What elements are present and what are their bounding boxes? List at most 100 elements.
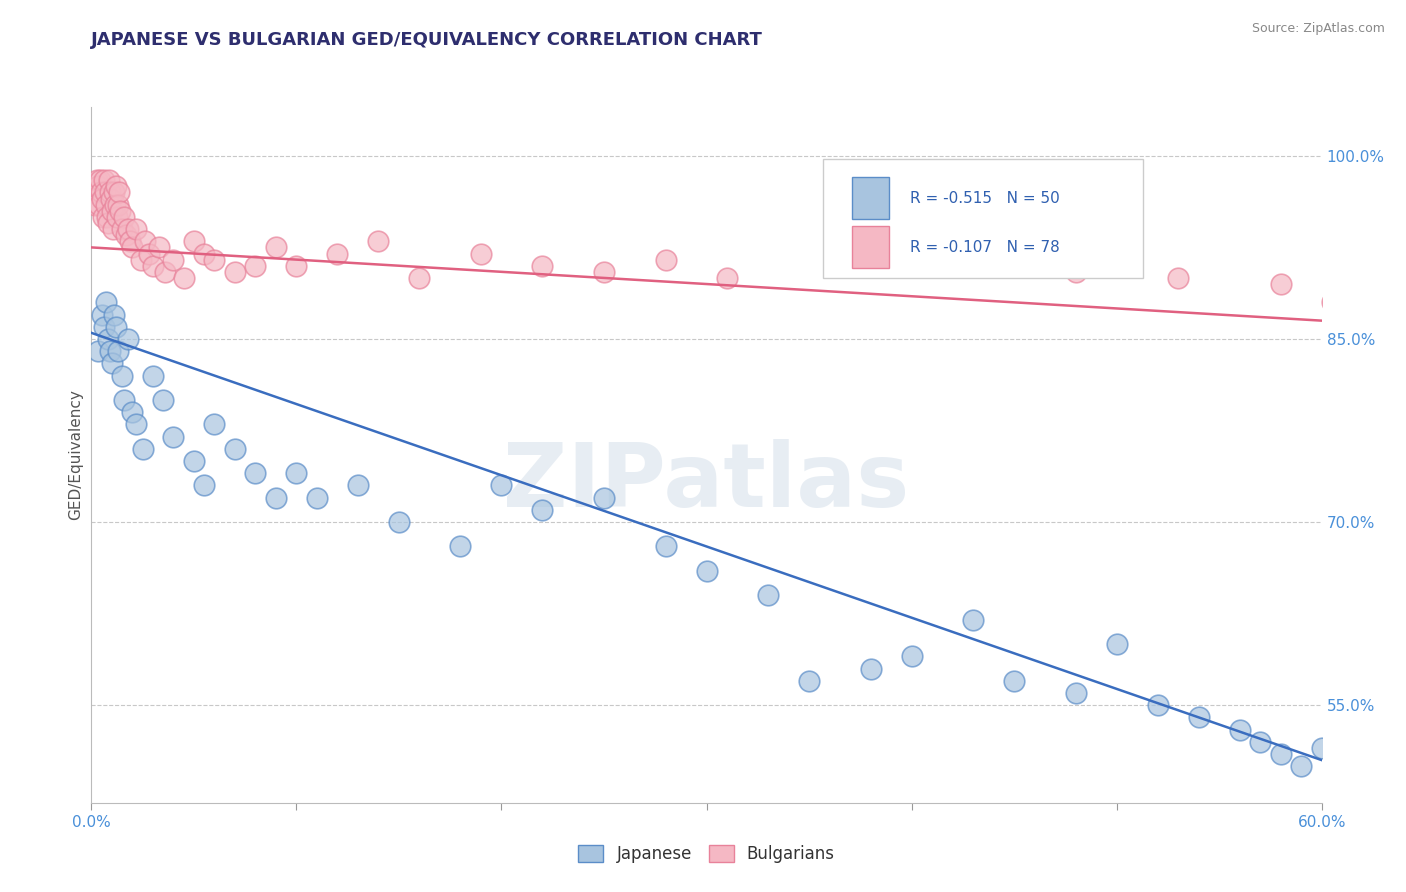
- Text: Source: ZipAtlas.com: Source: ZipAtlas.com: [1251, 22, 1385, 36]
- Point: [183, 235, 205, 249]
- Point: [148, 240, 170, 254]
- Point: [93, 173, 115, 187]
- Point: [98, 344, 121, 359]
- Point: [1270, 747, 1292, 761]
- Point: [695, 564, 717, 578]
- Point: [90, 308, 112, 322]
- Point: [125, 417, 148, 432]
- Point: [131, 442, 153, 456]
- Point: [93, 186, 115, 200]
- Point: [115, 228, 138, 243]
- Point: [162, 429, 184, 443]
- Point: [121, 240, 143, 254]
- Y-axis label: GED/Equivalency: GED/Equivalency: [67, 390, 83, 520]
- Point: [125, 222, 148, 236]
- Point: [593, 491, 616, 505]
- Text: R = -0.107   N = 78: R = -0.107 N = 78: [910, 240, 1059, 254]
- Point: [86, 179, 108, 194]
- Point: [142, 368, 165, 383]
- Text: R = -0.515   N = 50: R = -0.515 N = 50: [910, 191, 1059, 205]
- Point: [224, 442, 246, 456]
- Point: [103, 186, 125, 200]
- Point: [112, 392, 135, 407]
- Point: [105, 210, 128, 224]
- Point: [347, 478, 370, 492]
- Point: [173, 271, 195, 285]
- Point: [859, 246, 882, 260]
- Point: [98, 186, 121, 200]
- Point: [107, 344, 129, 359]
- Point: [84, 197, 107, 211]
- Point: [97, 332, 120, 346]
- Text: ZIPatlas: ZIPatlas: [503, 439, 910, 526]
- Point: [111, 368, 134, 383]
- Point: [117, 332, 139, 346]
- Point: [1064, 265, 1087, 279]
- Point: [193, 478, 215, 492]
- Point: [1167, 271, 1189, 285]
- Point: [89, 173, 111, 187]
- Point: [408, 271, 430, 285]
- Point: [797, 673, 820, 688]
- Point: [117, 222, 139, 236]
- Point: [224, 265, 246, 279]
- Point: [531, 503, 554, 517]
- Point: [1310, 740, 1333, 755]
- Point: [470, 246, 492, 260]
- Point: [449, 540, 471, 554]
- Point: [264, 491, 287, 505]
- Point: [90, 186, 112, 200]
- Point: [1064, 686, 1087, 700]
- Point: [101, 222, 124, 236]
- Legend: Japanese, Bulgarians: Japanese, Bulgarians: [569, 836, 844, 871]
- Point: [900, 649, 922, 664]
- Point: [86, 173, 108, 187]
- Point: [142, 259, 165, 273]
- Point: [153, 265, 177, 279]
- Point: [1392, 289, 1406, 303]
- Point: [202, 417, 225, 432]
- Point: [1351, 283, 1374, 297]
- Point: [716, 271, 738, 285]
- Point: [756, 588, 779, 602]
- Point: [152, 392, 174, 407]
- Point: [93, 319, 115, 334]
- Point: [120, 235, 142, 249]
- Point: [1289, 759, 1312, 773]
- Point: [1105, 637, 1128, 651]
- Point: [121, 405, 143, 419]
- Point: [100, 192, 122, 206]
- FancyBboxPatch shape: [852, 227, 889, 268]
- Point: [1249, 735, 1271, 749]
- Point: [138, 246, 160, 260]
- Point: [107, 197, 129, 211]
- Point: [91, 210, 114, 224]
- Point: [86, 344, 108, 359]
- Point: [326, 246, 349, 260]
- Point: [1187, 710, 1209, 724]
- Point: [264, 240, 287, 254]
- Point: [105, 319, 127, 334]
- Point: [491, 478, 513, 492]
- Point: [193, 246, 215, 260]
- Point: [367, 235, 389, 249]
- Point: [305, 491, 328, 505]
- Point: [531, 259, 554, 273]
- Point: [202, 252, 225, 267]
- Point: [103, 308, 125, 322]
- Point: [97, 173, 120, 187]
- Point: [962, 259, 984, 273]
- Point: [388, 515, 411, 529]
- Point: [94, 197, 117, 211]
- Point: [101, 356, 124, 370]
- Point: [112, 210, 135, 224]
- Point: [108, 203, 131, 218]
- Point: [101, 203, 124, 218]
- Point: [97, 216, 120, 230]
- Point: [94, 295, 117, 310]
- Point: [134, 235, 156, 249]
- Point: [111, 222, 134, 236]
- Point: [104, 197, 127, 211]
- Point: [962, 613, 984, 627]
- Point: [1002, 673, 1025, 688]
